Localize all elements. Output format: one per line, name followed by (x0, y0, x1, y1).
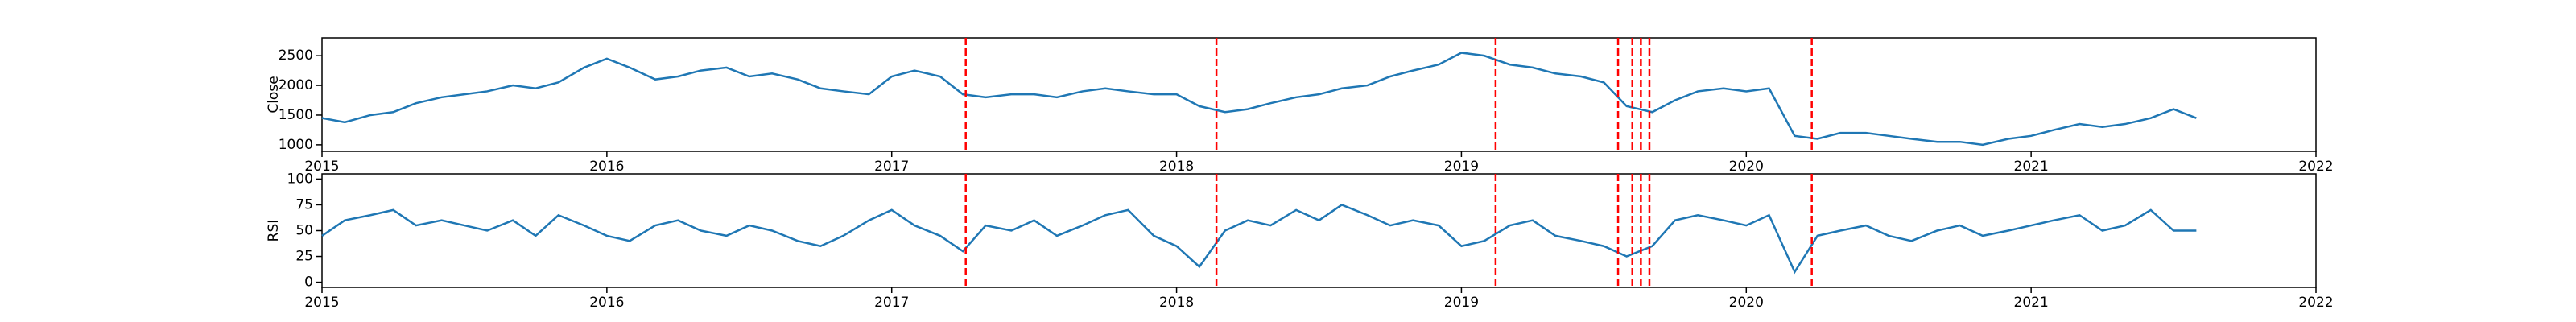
plot-frame (321, 37, 2317, 152)
x-tick-label: 2020 (1729, 295, 1764, 311)
x-tick-label: 2021 (2014, 295, 2049, 311)
x-tick-label: 2019 (1444, 159, 1479, 175)
plot-frame (321, 173, 2317, 288)
y-axis-label: Close (266, 76, 282, 113)
x-tick-label: 2021 (2014, 159, 2049, 175)
y-tick-label: 1500 (279, 107, 313, 123)
x-tick-label: 2019 (1444, 295, 1479, 311)
x-tick-label: 2022 (2298, 159, 2333, 175)
y-axis-label: RSI (266, 220, 282, 242)
data-line (321, 204, 2197, 275)
y-tick-label: 50 (295, 223, 313, 239)
y-tick-label: 2000 (279, 77, 313, 93)
x-tick-label: 2022 (2298, 295, 2333, 311)
x-tick-label: 2017 (874, 159, 909, 175)
x-tick-label: 2016 (589, 295, 624, 311)
y-tick-label: 25 (295, 249, 313, 265)
y-tick-label: 1000 (279, 137, 313, 153)
y-tick-label: 100 (287, 171, 313, 187)
x-tick-label: 2020 (1729, 159, 1764, 175)
x-tick-label: 2018 (1159, 159, 1194, 175)
y-tick-label: 75 (295, 196, 313, 213)
y-tick-label: 2500 (279, 47, 313, 64)
x-tick-label: 2016 (589, 159, 624, 175)
data-line (321, 52, 2197, 147)
x-tick-label: 2017 (874, 295, 909, 311)
y-tick-label: 0 (304, 275, 313, 291)
x-tick-label: 2018 (1159, 295, 1194, 311)
x-tick-label: 2015 (304, 159, 339, 175)
x-tick-label: 2015 (304, 295, 339, 311)
